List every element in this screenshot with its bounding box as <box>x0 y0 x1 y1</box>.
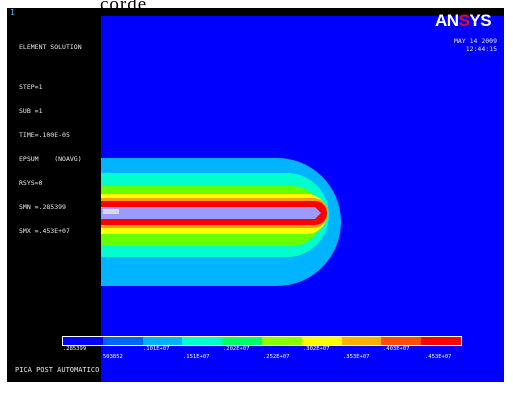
legend-label: .202E+07 <box>223 346 250 352</box>
legend-swatch <box>301 337 342 345</box>
color-legend <box>62 336 462 346</box>
legend-label: .252E+07 <box>263 354 290 360</box>
info-line: SMN =.285399 <box>19 203 66 211</box>
info-line: TIME=.100E-05 <box>19 131 70 139</box>
legend-label: .151E+07 <box>183 354 210 360</box>
legend-label: 503852 <box>103 354 123 360</box>
legend-label: .403E+07 <box>383 346 410 352</box>
contour-plot[interactable] <box>7 8 504 382</box>
info-line: SUB =1 <box>19 107 43 115</box>
legend-label: .302E+07 <box>303 346 330 352</box>
logo-accent: S <box>458 11 470 30</box>
timestamp: MAY 14 2009 12:44:15 <box>427 37 497 53</box>
info-line: RSYS=0 <box>19 179 43 187</box>
legend-swatch <box>381 337 422 345</box>
plot-caption: PICA POST AUTOMATICO <box>15 366 100 374</box>
legend-label: .353E+07 <box>343 354 370 360</box>
ansys-graphics-window[interactable]: 1 ELEMENT SOLUTION STEP=1 SUB =1 TIME=.1… <box>7 8 504 382</box>
legend-swatch <box>63 337 103 345</box>
legend-label: .453E+07 <box>425 354 452 360</box>
info-line: EPSUM (NOAVG) <box>19 155 82 163</box>
info-line: SMX =.453E+07 <box>19 227 70 235</box>
legend-swatch <box>142 337 183 345</box>
date-text: MAY 14 2009 <box>453 37 497 45</box>
legend-swatch <box>421 337 461 345</box>
logo-suffix: YS <box>469 11 492 30</box>
crack-tip-marker <box>103 209 119 214</box>
info-line: STEP=1 <box>19 83 43 91</box>
legend-swatch <box>102 337 143 345</box>
crack-slit <box>101 207 321 219</box>
info-line: ELEMENT SOLUTION <box>19 43 82 51</box>
ansys-logo: ANSYS <box>435 11 492 31</box>
legend-label: .101E+07 <box>143 346 170 352</box>
time-text: 12:44:15 <box>465 45 497 53</box>
legend-swatch <box>182 337 223 345</box>
legend-label: .285399 <box>63 346 87 352</box>
legend-swatch <box>222 337 262 345</box>
logo-prefix: AN <box>435 11 459 30</box>
legend-swatch <box>261 337 302 345</box>
solution-info: ELEMENT SOLUTION STEP=1 SUB =1 TIME=.100… <box>19 27 82 251</box>
window-number: 1 <box>10 8 15 17</box>
legend-swatch <box>341 337 382 345</box>
